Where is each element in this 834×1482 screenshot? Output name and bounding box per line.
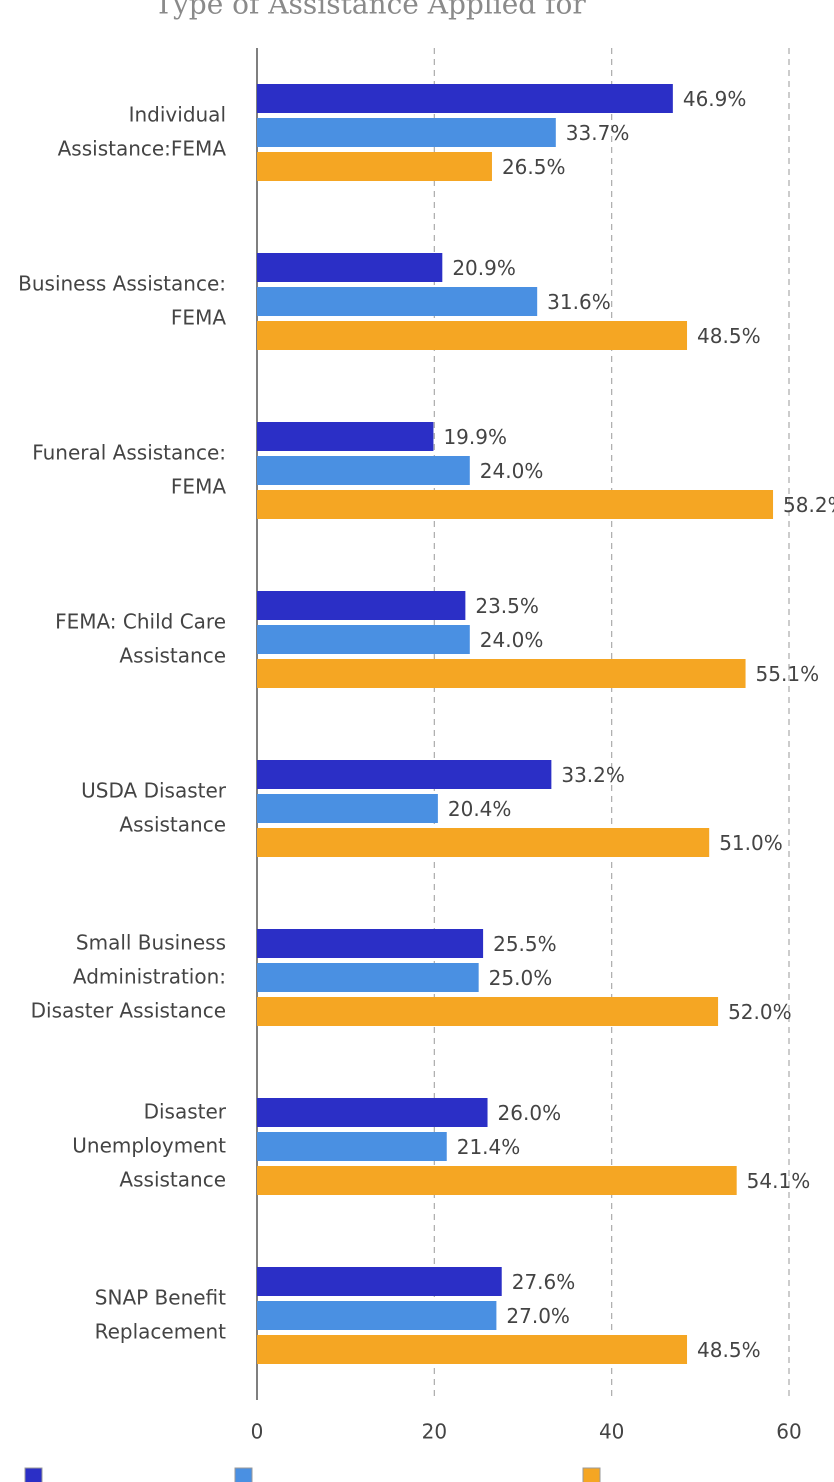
bar xyxy=(257,625,470,654)
value-label: 48.5% xyxy=(697,324,761,348)
y-tick-label-line: SNAP Benefit xyxy=(95,1285,226,1309)
bar xyxy=(257,1335,688,1364)
y-tick-label-line: Assistance:FEMA xyxy=(58,136,227,160)
bar xyxy=(257,422,434,451)
y-tick-label-line: Business Assistance: xyxy=(18,271,226,295)
bar xyxy=(257,591,466,620)
y-tick-label-line: Administration: xyxy=(73,964,226,988)
bar xyxy=(257,963,479,992)
bar xyxy=(257,997,719,1026)
value-label: 58.2% xyxy=(783,493,834,517)
bar xyxy=(257,118,556,147)
y-tick-label-line: Replacement xyxy=(95,1319,227,1343)
y-tick-label-line: Assistance xyxy=(119,812,226,836)
y-tick-label-line: FEMA: Child Care xyxy=(55,609,226,633)
y-tick-label-line: Funeral Assistance: xyxy=(32,440,226,464)
value-label: 46.9% xyxy=(683,87,747,111)
y-tick-label-line: Individual xyxy=(129,102,226,126)
bar xyxy=(257,152,492,181)
value-label: 48.5% xyxy=(697,1338,761,1362)
bar xyxy=(257,84,673,113)
chart-title: Type of Assistance Applied for xyxy=(154,0,586,21)
value-label: 19.9% xyxy=(443,425,507,449)
y-tick-label-line: USDA Disaster xyxy=(81,778,227,802)
y-tick-label: Small Business Administration: Disaster As… xyxy=(31,930,226,1022)
value-label: 24.0% xyxy=(480,628,544,652)
bar xyxy=(257,659,746,688)
value-label: 20.9% xyxy=(452,256,516,280)
y-tick-label-line: Assistance xyxy=(119,643,226,667)
value-label: 31.6% xyxy=(547,290,611,314)
y-tick-label: Disaster Unemployment Assistance xyxy=(72,1099,227,1191)
value-label: 51.0% xyxy=(719,831,783,855)
value-label: 25.5% xyxy=(493,932,557,956)
value-label: 27.0% xyxy=(506,1304,570,1328)
y-tick-label-line: Unemployment xyxy=(72,1133,226,1157)
x-tick-label: 0 xyxy=(251,1420,264,1444)
legend-swatch xyxy=(24,1467,43,1482)
y-tick-label: SNAP Benefit Replacement xyxy=(95,1285,227,1343)
value-label: 25.0% xyxy=(489,966,553,990)
y-tick-label: Funeral Assistance: FEMA xyxy=(32,440,226,498)
y-tick-label-line: FEMA xyxy=(171,305,226,329)
bar xyxy=(257,929,484,958)
bar xyxy=(257,794,438,823)
bar xyxy=(257,1301,497,1330)
y-tick-label-line: Disaster Assistance xyxy=(31,998,226,1022)
y-tick-label-line: Disaster xyxy=(144,1099,227,1123)
bar xyxy=(257,456,470,485)
value-label: 21.4% xyxy=(457,1135,521,1159)
bar xyxy=(257,1132,447,1161)
value-label: 20.4% xyxy=(448,797,512,821)
value-label: 26.0% xyxy=(498,1101,562,1125)
value-label: 26.5% xyxy=(502,155,566,179)
bar xyxy=(257,321,688,350)
y-tick-label-line: FEMA xyxy=(171,474,226,498)
value-label: 55.1% xyxy=(756,662,820,686)
y-tick-label: FEMA: Child Care Assistance xyxy=(55,609,226,667)
value-label: 33.2% xyxy=(561,763,625,787)
bar xyxy=(257,1267,502,1296)
legend-swatch xyxy=(234,1467,253,1482)
bar xyxy=(257,828,710,857)
bar xyxy=(257,287,538,316)
bar xyxy=(257,253,443,282)
value-label: 24.0% xyxy=(480,459,544,483)
x-tick-label: 20 xyxy=(422,1420,447,1444)
bar xyxy=(257,760,552,789)
y-tick-label: USDA Disaster Assistance xyxy=(81,778,227,836)
y-tick-label-line: Assistance xyxy=(119,1167,226,1191)
value-label: 27.6% xyxy=(512,1270,576,1294)
bar xyxy=(257,1098,488,1127)
value-label: 54.1% xyxy=(747,1169,811,1193)
y-tick-label: Business Assistance: FEMA xyxy=(18,271,226,329)
bar xyxy=(257,490,774,519)
legend-swatch xyxy=(582,1467,601,1482)
value-label: 23.5% xyxy=(475,594,539,618)
y-tick-label: Individual Assistance:FEMA xyxy=(58,102,227,160)
y-tick-label-line: Small Business xyxy=(76,930,226,954)
value-label: 33.7% xyxy=(566,121,630,145)
x-tick-label: 40 xyxy=(599,1420,624,1444)
x-tick-label: 60 xyxy=(776,1420,801,1444)
value-label: 52.0% xyxy=(728,1000,792,1024)
bar xyxy=(257,1166,737,1195)
